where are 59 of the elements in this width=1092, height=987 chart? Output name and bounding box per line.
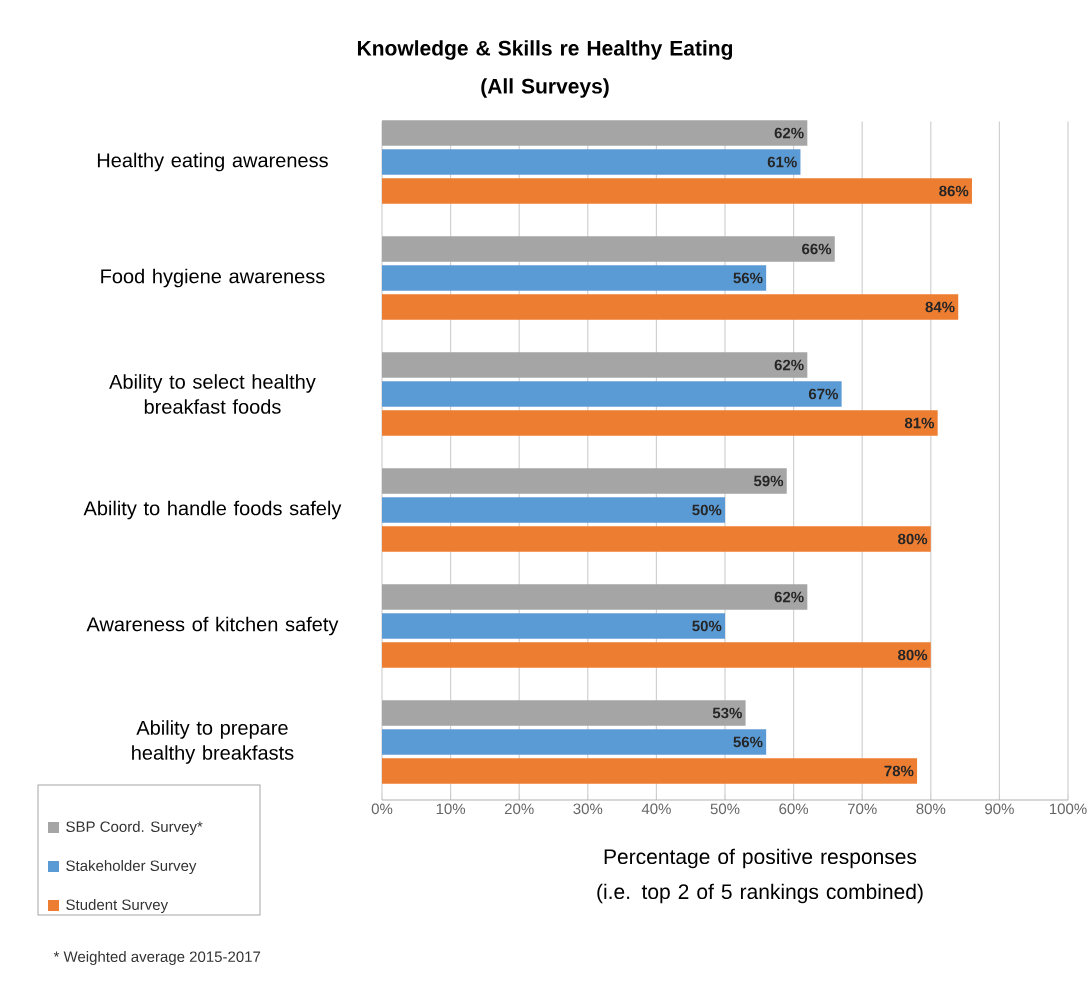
bar — [382, 729, 767, 755]
data-label: 67% — [808, 388, 839, 400]
data-label: 81% — [904, 417, 935, 429]
data-label: 56% — [733, 736, 763, 748]
bar — [382, 468, 787, 494]
data-label: 61% — [767, 156, 797, 168]
data-label: 62% — [774, 127, 804, 139]
data-label: 86% — [939, 185, 969, 197]
data-label: 62% — [774, 359, 804, 371]
chart-title: Knowledge & Skills re Healthy Eating (All Surveys) — [357, 40, 733, 98]
data-label: 50% — [692, 620, 722, 632]
y-tick-label: Ability to handle foods safely — [83, 500, 342, 520]
bar — [382, 265, 767, 291]
data-label: 56% — [733, 272, 763, 284]
bar — [382, 526, 931, 552]
x-tick-label: 70% — [847, 803, 877, 815]
legend-label: Student Survey — [66, 898, 169, 913]
x-tick-label: 30% — [573, 803, 603, 815]
x-tick-label: 0% — [371, 803, 393, 815]
bar — [382, 613, 725, 639]
legend-label: SBP Coord. Survey* — [66, 820, 203, 835]
bar — [382, 410, 938, 436]
bar — [382, 352, 808, 378]
x-tick-label: 40% — [641, 803, 671, 815]
bar — [382, 178, 972, 204]
bar — [382, 642, 931, 668]
legend-label: Stakeholder Survey — [66, 859, 197, 874]
data-label: 66% — [802, 243, 832, 255]
bar — [382, 758, 918, 784]
data-label: 59% — [753, 475, 784, 487]
bar — [382, 236, 835, 262]
data-label: 84% — [925, 301, 955, 313]
bar — [382, 294, 959, 320]
text: * Weighted average 2015-2017 — [53, 950, 261, 965]
y-tick-label: Awareness of kitchen safety — [86, 616, 339, 636]
bar — [382, 149, 801, 175]
x-tick-label: 10% — [436, 803, 466, 815]
bar — [382, 381, 842, 407]
x-tick-label: 80% — [916, 803, 946, 815]
x-tick-label: 20% — [504, 803, 534, 815]
bar — [382, 700, 746, 726]
bar — [382, 497, 725, 523]
data-label: 62% — [774, 591, 804, 603]
data-label: 80% — [898, 649, 928, 661]
x-tick-label: 60% — [779, 803, 809, 815]
y-tick-label: Ability to select healthy breakfast foods — [109, 374, 316, 414]
data-label: 53% — [712, 707, 742, 719]
x-tick-label: 90% — [985, 803, 1014, 815]
y-tick-label: Food hygiene awareness — [101, 268, 325, 288]
bar — [382, 584, 808, 610]
data-label: 78% — [884, 765, 914, 777]
data-label: 50% — [692, 504, 722, 516]
x-axis-title: Percentage of positive responses (i.e. top 2 of 5 rankings combined) — [597, 848, 923, 904]
x-tick-label: 50% — [710, 803, 740, 815]
y-tick-label: Ability to prepare healthy breakfasts — [132, 720, 294, 764]
data-label: 80% — [898, 533, 928, 545]
bar — [382, 120, 808, 146]
x-tick-label: 100% — [1049, 803, 1087, 815]
y-tick-label: Healthy eating awareness — [97, 152, 328, 172]
